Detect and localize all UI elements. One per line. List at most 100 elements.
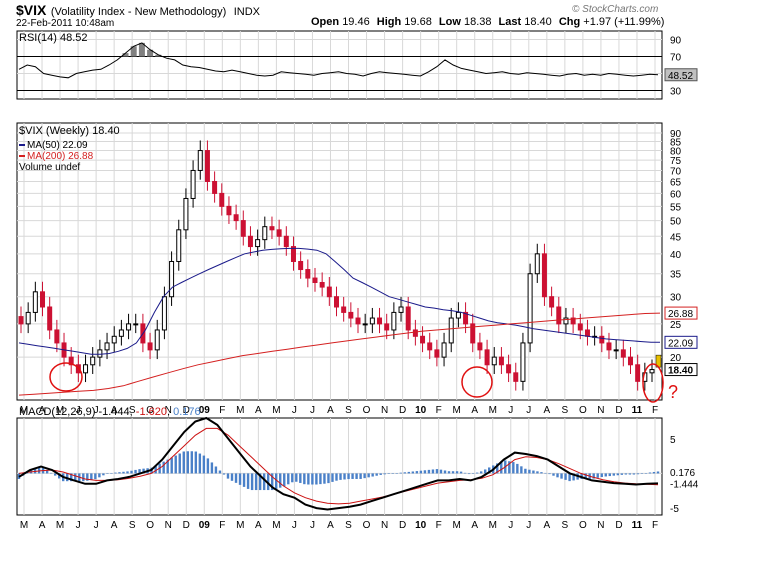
candle-body — [190, 169, 196, 199]
macd-histogram-bar — [70, 473, 73, 482]
macd-histogram-bar — [319, 473, 322, 485]
macd-histogram-bar — [311, 473, 314, 485]
candle-body — [25, 311, 31, 325]
rsi-legend: RSI(14) 48.52 — [19, 32, 87, 44]
macd-frame — [16, 417, 663, 516]
macd-histogram-bar — [49, 472, 53, 474]
x-tick-label: N — [165, 405, 172, 416]
candle-body — [90, 356, 96, 366]
price-y-tick: 80 — [670, 147, 682, 158]
candle-body — [520, 342, 526, 382]
x-tick-label: F — [436, 520, 442, 531]
macd-histogram-bar — [142, 468, 145, 474]
macd-histogram-bar — [86, 473, 89, 481]
macd-histogram-bar — [592, 473, 595, 479]
candle-body — [269, 226, 275, 231]
macd-histogram-bar — [403, 472, 407, 474]
macd-histogram-bar — [335, 473, 338, 481]
macd-histogram-bar — [230, 473, 234, 481]
candle-body — [541, 253, 547, 298]
macd-histogram-bar — [218, 470, 222, 474]
macd-histogram-bar — [266, 473, 270, 491]
x-tick-label: F — [652, 405, 658, 416]
open-value: 19.46 — [342, 16, 370, 28]
macd-histogram-bar — [198, 453, 202, 474]
macd-histogram-bar — [367, 473, 370, 478]
macd-histogram-bar — [222, 473, 226, 475]
macd-histogram-bar — [435, 469, 439, 474]
macd-histogram-bar — [246, 473, 250, 489]
x-tick-label: D — [615, 405, 622, 416]
price-y-tick: 75 — [670, 156, 682, 167]
x-tick-label: S — [562, 405, 569, 416]
macd-histogram-bar — [154, 465, 157, 474]
x-tick-label: F — [436, 405, 442, 416]
candle-body — [563, 317, 569, 325]
x-tick-label: J — [292, 405, 297, 416]
candle-body — [97, 349, 103, 358]
candle-body — [161, 296, 167, 331]
price-y-tick: 20 — [670, 353, 682, 364]
macd-histogram-bar — [355, 473, 358, 479]
x-tick-label: O — [579, 405, 587, 416]
x-tick-label: S — [345, 405, 352, 416]
macd-histogram-bar — [479, 471, 483, 474]
macd-histogram-bar — [238, 473, 242, 485]
price-y-tick: 60 — [670, 189, 682, 200]
candle-body — [169, 260, 175, 298]
x-tick-label: N — [597, 405, 604, 416]
macd-histogram-bar — [415, 471, 419, 474]
candle-body — [255, 239, 261, 248]
price-y-tick: 50 — [670, 217, 682, 228]
macd-histogram-bar — [323, 473, 326, 484]
candle-body — [40, 291, 46, 308]
macd-histogram-bar — [632, 473, 636, 475]
price-y-tick: 30 — [670, 293, 682, 304]
candle-body — [570, 317, 576, 325]
candle-body — [262, 226, 268, 241]
macd-y-tick: 0.176 — [670, 468, 695, 479]
macd-histogram-bar — [371, 473, 374, 477]
candle-body — [355, 317, 361, 325]
macd-histogram-bar — [636, 473, 640, 475]
exchange: INDX — [233, 6, 261, 18]
candle-body — [527, 273, 533, 344]
watermark: © StockCharts.com — [572, 4, 659, 15]
macd-histogram-bar — [122, 471, 125, 474]
candle-body — [606, 342, 612, 351]
x-tick-label: 09 — [199, 405, 211, 416]
candle-body — [233, 214, 239, 222]
x-tick-label: O — [146, 520, 154, 531]
ma200-line — [18, 312, 661, 396]
candle-body — [534, 253, 540, 275]
candle-body — [111, 335, 117, 344]
x-tick-label: M — [236, 405, 244, 416]
x-tick-label: J — [526, 520, 531, 531]
candle-body — [83, 364, 89, 374]
macd-histogram-bar — [516, 463, 519, 474]
quote-summary: Open 19.46 High 19.68 Low 18.38 Last 18.… — [311, 16, 664, 28]
index-name: (Volatility Index - New Methodology) — [50, 6, 227, 18]
macd-histogram-bar — [439, 469, 443, 474]
macd-histogram-bar — [166, 459, 169, 474]
x-tick-label: S — [129, 405, 136, 416]
candle-body — [32, 291, 38, 313]
macd-histogram-bar — [399, 472, 402, 474]
macd-histogram-bar — [363, 473, 366, 479]
x-tick-label: N — [165, 520, 172, 531]
x-tick-label: A — [255, 520, 262, 531]
candle-body — [584, 329, 590, 337]
candle-body — [133, 323, 139, 326]
macd-histogram-bar — [500, 461, 503, 474]
last-value: 18.40 — [524, 16, 552, 28]
x-tick-label: A — [327, 405, 334, 416]
macd-histogram-bar — [118, 472, 121, 474]
macd-histogram-bar — [496, 463, 499, 474]
x-tick-label: A — [543, 405, 550, 416]
rsi-frame — [16, 30, 663, 100]
macd-histogram-bar — [528, 469, 531, 474]
x-tick-label: J — [94, 520, 99, 531]
macd-histogram-bar — [419, 470, 423, 474]
